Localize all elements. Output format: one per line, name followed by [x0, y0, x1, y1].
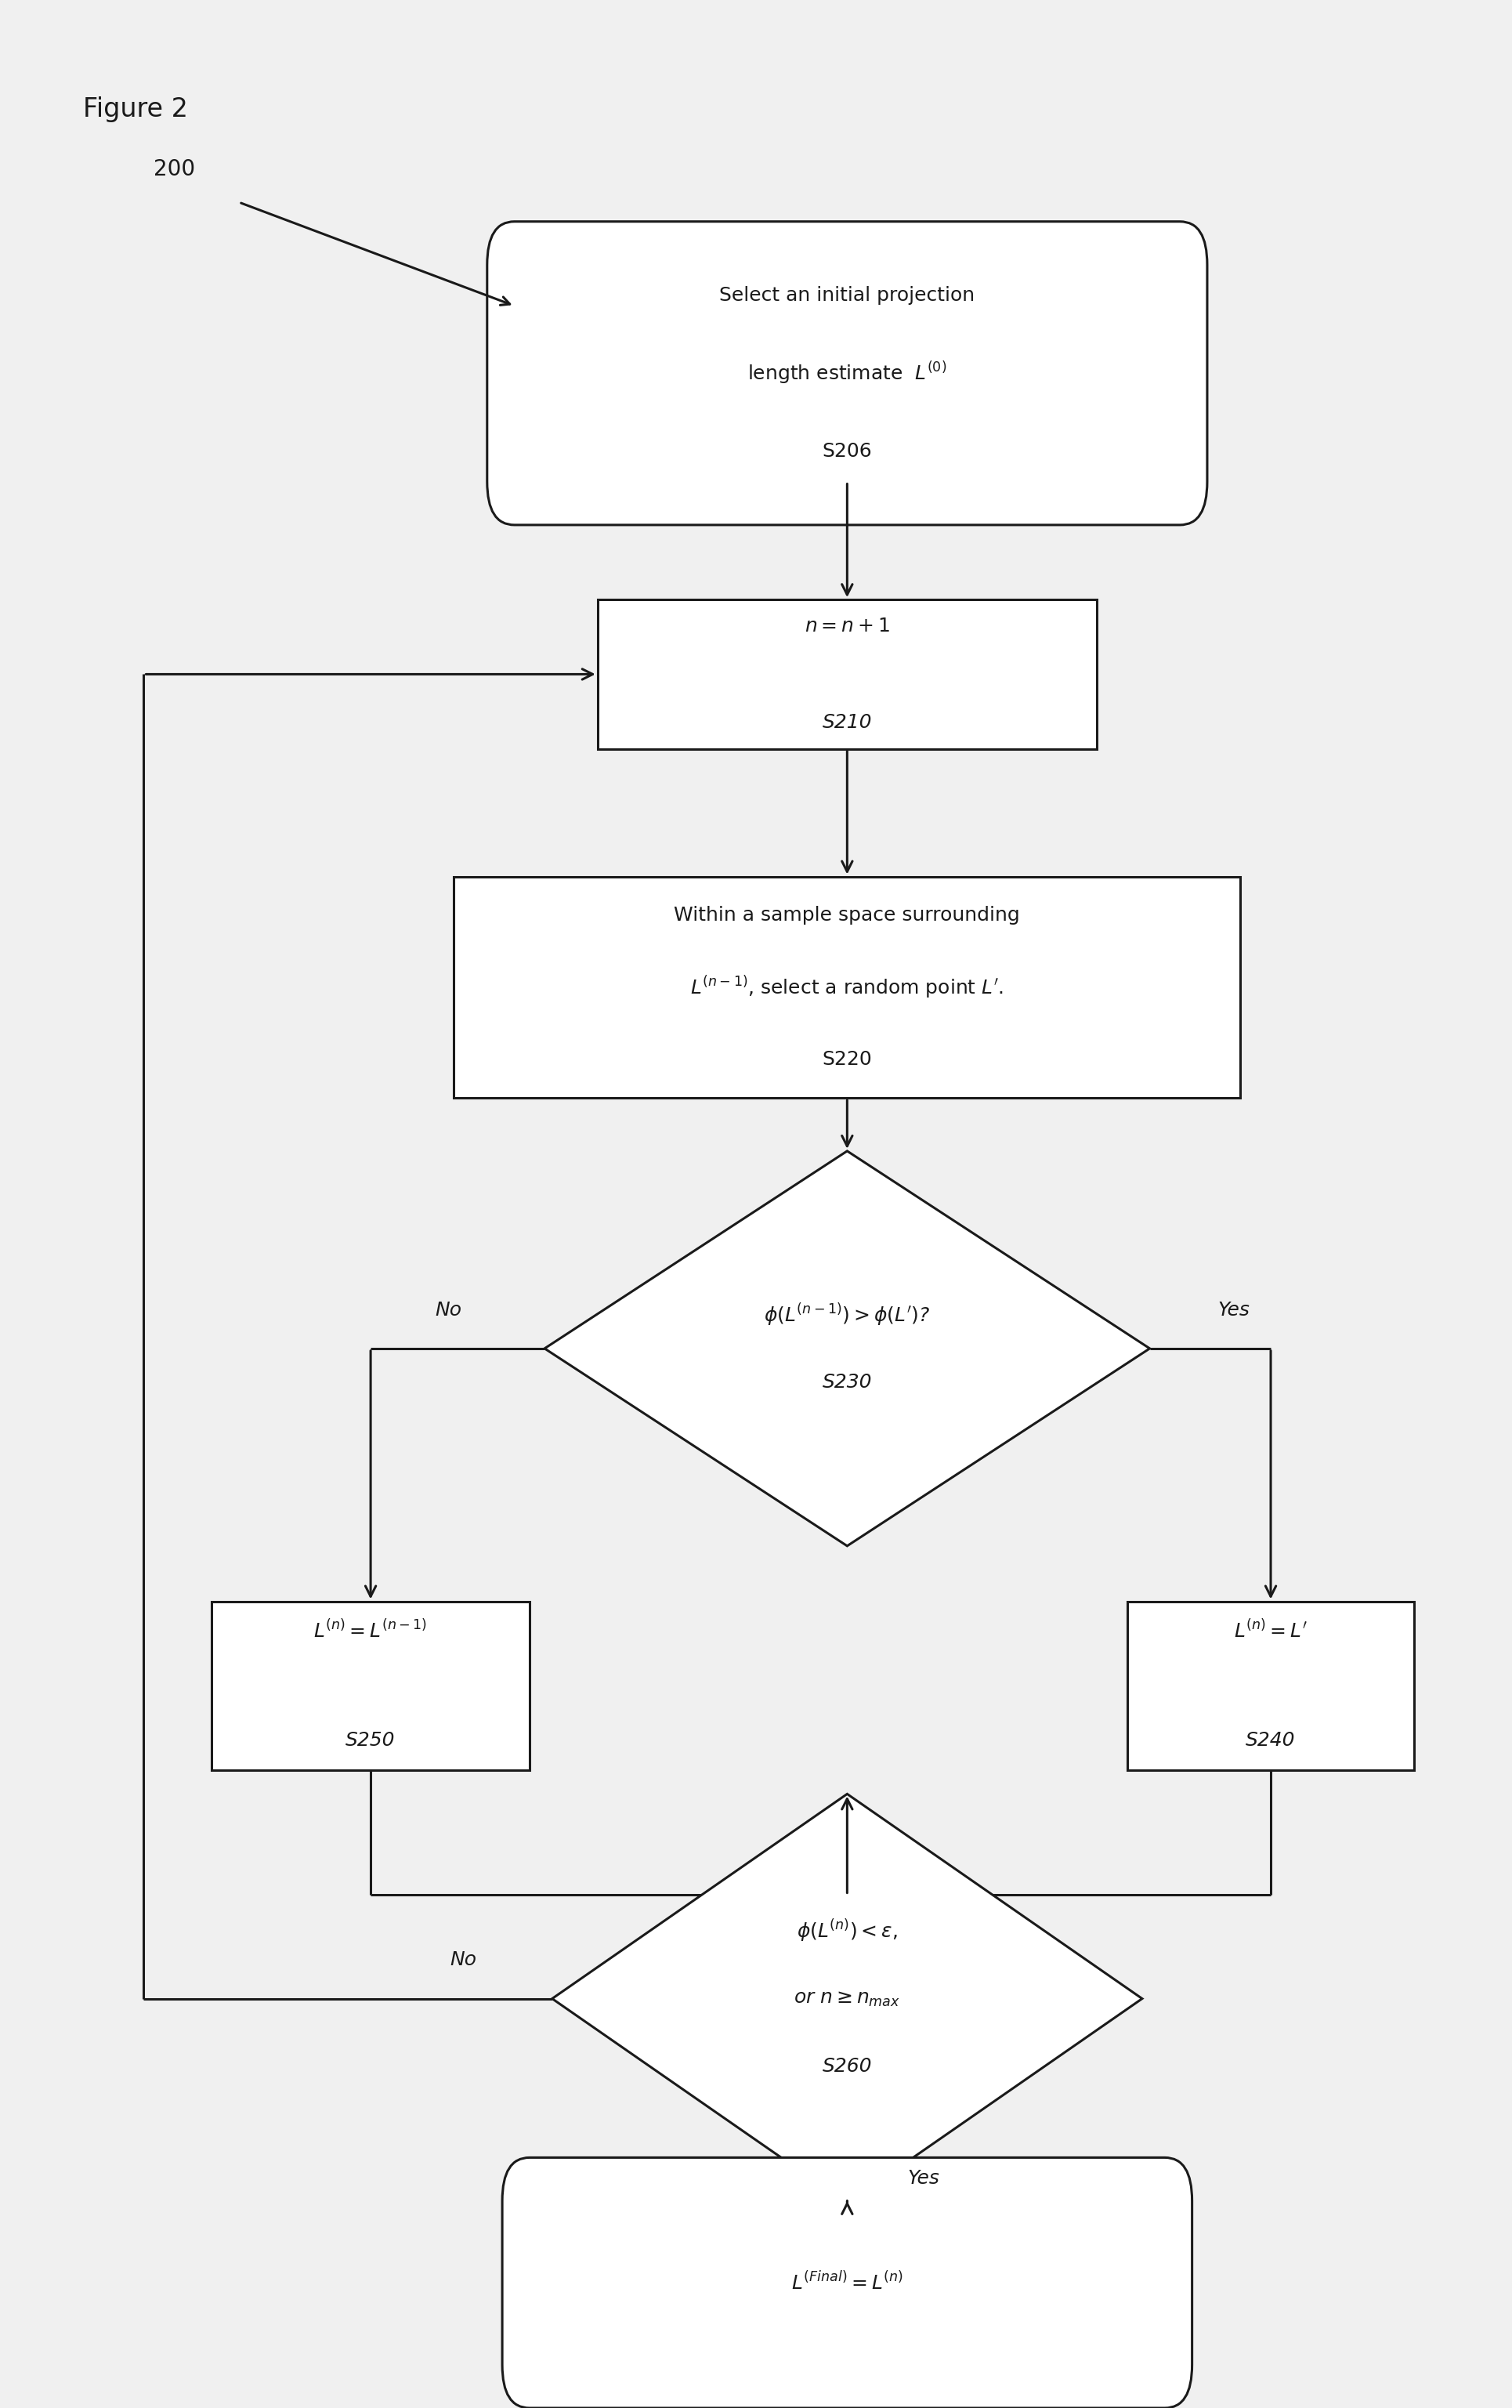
Text: Yes: Yes: [1217, 1300, 1249, 1320]
Bar: [1126, 1601, 1414, 1770]
Text: Select an initial projection: Select an initial projection: [720, 287, 974, 306]
Polygon shape: [544, 1151, 1149, 1546]
FancyBboxPatch shape: [502, 2158, 1191, 2408]
Text: $n = n+1$: $n = n+1$: [804, 616, 889, 636]
Bar: [454, 877, 1240, 1098]
Text: Figure 2: Figure 2: [83, 96, 187, 123]
Text: or $n \geq n_{max}$: or $n \geq n_{max}$: [794, 1989, 900, 2008]
Text: S220: S220: [821, 1050, 872, 1069]
Text: S210: S210: [823, 713, 871, 732]
Text: $\phi(L^{(n)}) < \epsilon,$: $\phi(L^{(n)}) < \epsilon,$: [797, 1919, 897, 1943]
Text: $L^{(n)} = L^{(n-1)}$: $L^{(n)} = L^{(n-1)}$: [313, 1621, 428, 1642]
Text: 200: 200: [153, 159, 195, 181]
Text: S260: S260: [823, 2056, 871, 2076]
Text: S250: S250: [346, 1731, 395, 1751]
Text: $L^{(n)} = L'$: $L^{(n)} = L'$: [1234, 1621, 1306, 1642]
Text: $\phi(L^{(n-1)}) > \phi(L')$?: $\phi(L^{(n-1)}) > \phi(L')$?: [764, 1303, 930, 1327]
Text: S230: S230: [823, 1373, 871, 1392]
Text: Within a sample space surrounding: Within a sample space surrounding: [674, 905, 1019, 925]
Text: S240: S240: [1246, 1731, 1294, 1751]
Text: No: No: [434, 1300, 461, 1320]
Text: $L^{(Final)} = L^{(n)}$: $L^{(Final)} = L^{(n)}$: [791, 2271, 903, 2295]
Text: S206: S206: [821, 441, 872, 460]
Bar: [597, 600, 1096, 749]
Text: Yes: Yes: [907, 2170, 939, 2186]
Text: length estimate  $L^{(0)}$: length estimate $L^{(0)}$: [747, 361, 947, 385]
Polygon shape: [552, 1794, 1142, 2203]
FancyBboxPatch shape: [487, 222, 1207, 525]
Text: No: No: [449, 1950, 476, 1970]
Bar: [212, 1601, 529, 1770]
Text: $L^{(n-1)}$, select a random point $L'$.: $L^{(n-1)}$, select a random point $L'$.: [689, 975, 1004, 999]
